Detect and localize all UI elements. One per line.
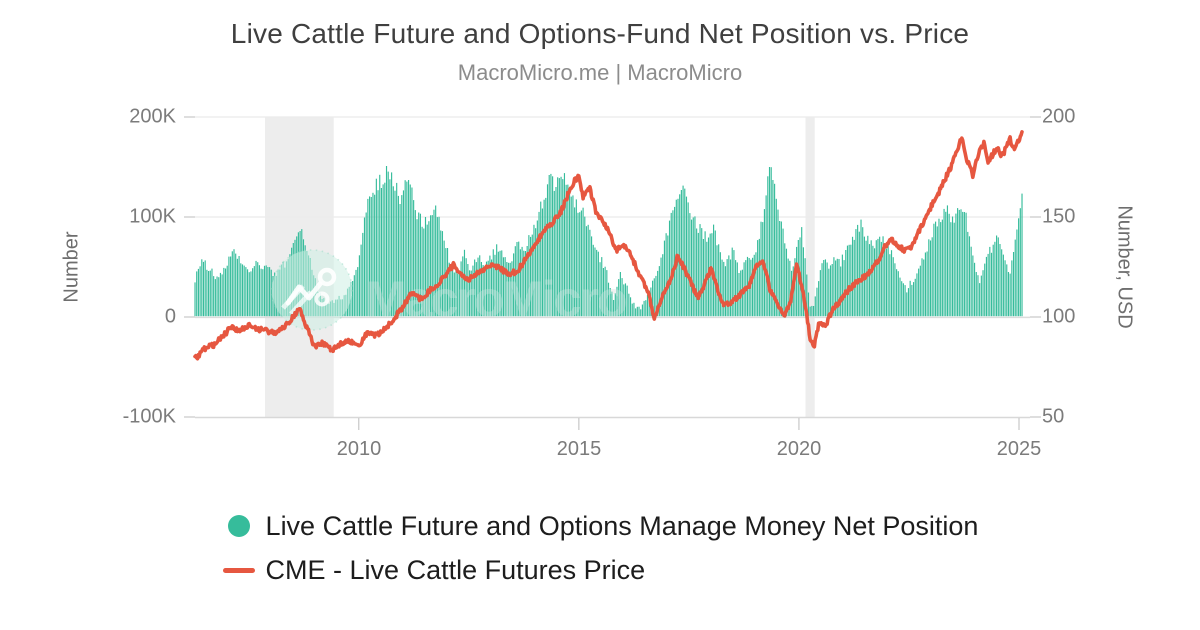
right-axis-tick-label: 50 bbox=[1042, 405, 1065, 428]
left-axis-tick-label: 100K bbox=[129, 205, 176, 228]
x-axis-tick-label: 2020 bbox=[776, 438, 822, 460]
gridlines bbox=[195, 116, 1030, 419]
chart-legend: Live Cattle Future and Options Manage Mo… bbox=[0, 504, 1200, 592]
net-position-series-marker-icon bbox=[227, 515, 250, 537]
x-axis-tick-label: 2025 bbox=[996, 438, 1042, 460]
axis-tick-marks bbox=[184, 116, 1041, 430]
legend-label-price: CME - Live Cattle Futures Price bbox=[265, 554, 646, 585]
left-axis-tick-label: 200K bbox=[129, 105, 176, 128]
price-line-series bbox=[193, 130, 1024, 361]
chart-title: Live Cattle Future and Options-Fund Net … bbox=[230, 18, 970, 49]
chart-subtitle: MacroMicro.me | MacroMicro bbox=[457, 60, 743, 85]
left-axis-tick-label: 0 bbox=[164, 305, 176, 328]
right-axis-tick-label: 150 bbox=[1042, 205, 1076, 228]
left-axis-tick-label: -100K bbox=[122, 405, 176, 428]
legend-label-net-position: Live Cattle Future and Options Manage Mo… bbox=[265, 510, 979, 541]
left-axis-title: Number bbox=[60, 231, 83, 303]
right-axis-tick-label: 100 bbox=[1042, 305, 1076, 328]
legend-item-net-position[interactable]: Live Cattle Future and Options Manage Mo… bbox=[222, 504, 979, 548]
x-axis-tick-label: 2010 bbox=[336, 438, 382, 460]
price-series-marker-icon bbox=[222, 567, 255, 573]
macromicro-logo-watermark-icon bbox=[271, 249, 353, 331]
legend-item-price[interactable]: CME - Live Cattle Futures Price bbox=[222, 548, 979, 592]
right-axis-tick-label: 200 bbox=[1042, 105, 1076, 128]
x-axis-tick-label: 2015 bbox=[556, 438, 602, 460]
watermark-text-over: MacroMicro bbox=[365, 271, 626, 327]
